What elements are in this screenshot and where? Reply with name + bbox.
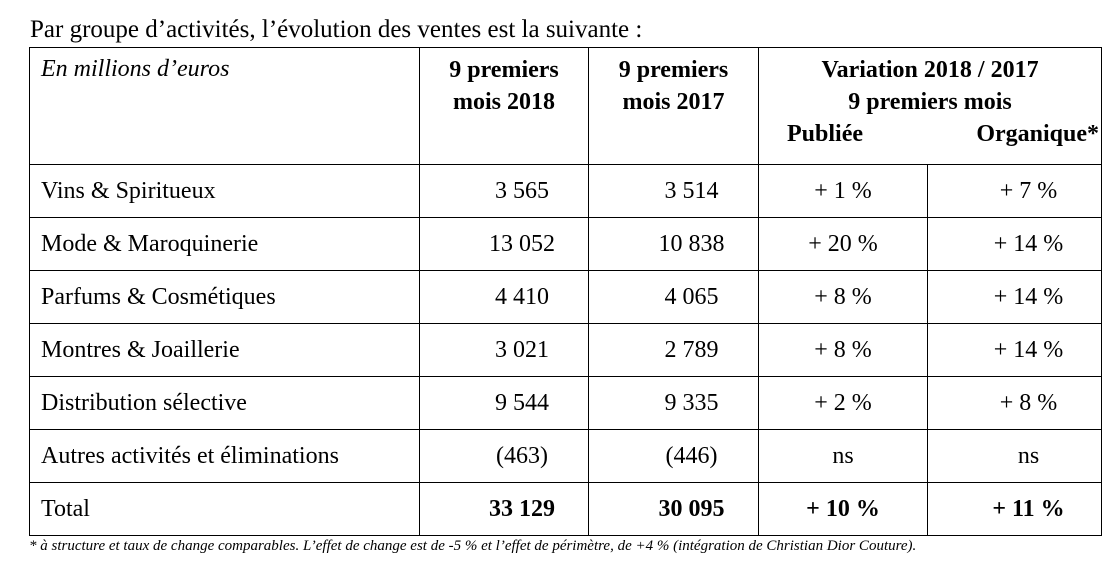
total-row: Total 33 129 30 095 + 10 % + 11 % (29, 482, 1102, 536)
col-2017-header: 9 premiers mois 2017 (588, 47, 759, 165)
table-row: Vins & Spiritueux 3 565 3 514 + 1 % + 7 % (29, 164, 1102, 218)
value-2018: 4 410 (419, 270, 589, 324)
variation-organic: + 14 % (927, 270, 1102, 324)
variation-organic: ns (927, 429, 1102, 483)
total-published: + 10 % (758, 482, 928, 536)
value-2018: 3 021 (419, 323, 589, 377)
total-2018: 33 129 (419, 482, 589, 536)
footnote: * à structure et taux de change comparab… (29, 538, 917, 554)
value-2017: 4 065 (588, 270, 759, 324)
variation-published: + 8 % (758, 323, 928, 377)
variation-published: + 8 % (758, 270, 928, 324)
variation-published: + 2 % (758, 376, 928, 430)
value-2017: 2 789 (588, 323, 759, 377)
col-2017-line2: mois 2017 (622, 89, 725, 115)
table-row: Distribution sélective 9 544 9 335 + 2 % + 8… (29, 376, 1102, 430)
col-2018-line1: 9 premiers (449, 57, 559, 83)
value-2018: 9 544 (419, 376, 589, 430)
variation-header: Variation 2018 / 2017 9 premiers mois Pu… (758, 47, 1102, 165)
row-label: Parfums & Cosmétiques (29, 270, 420, 324)
value-2018: (463) (419, 429, 589, 483)
row-label: Vins & Spiritueux (29, 164, 420, 218)
col-2018-line2: mois 2018 (453, 89, 555, 115)
total-2017: 30 095 (588, 482, 759, 536)
row-label: Distribution sélective (29, 376, 420, 430)
value-2018: 3 565 (419, 164, 589, 218)
variation-published: ns (758, 429, 928, 483)
table-row: Parfums & Cosmétiques 4 410 4 065 + 8 % + 14… (29, 270, 1102, 324)
total-organic: + 11 % (927, 482, 1102, 536)
row-label: Mode & Maroquinerie (29, 217, 420, 271)
col-2017-line1: 9 premiers (618, 57, 729, 83)
variation-organic: + 14 % (927, 323, 1102, 377)
variation-organic: + 14 % (927, 217, 1102, 271)
unit-label: En millions d’euros (29, 47, 420, 165)
variation-organic: + 7 % (927, 164, 1102, 218)
value-2017: 9 335 (588, 376, 759, 430)
published-header: Publiée (787, 121, 863, 147)
organic-header: Organique* (976, 121, 1099, 147)
variation-title: Variation 2018 / 2017 (821, 57, 1039, 83)
header-row: En millions d’euros 9 premiers mois 2018… (29, 47, 1102, 165)
value-2017: (446) (588, 429, 759, 483)
variation-published: + 20 % (758, 217, 928, 271)
sales-table: En millions d’euros 9 premiers mois 2018… (29, 47, 1102, 536)
row-label: Montres & Joaillerie (29, 323, 420, 377)
value-2018: 13 052 (419, 217, 589, 271)
variation-period: 9 premiers mois (848, 89, 1012, 115)
total-label: Total (29, 482, 420, 536)
intro-text: Par groupe d’activités, l’évolution des … (30, 16, 643, 43)
variation-organic: + 8 % (927, 376, 1102, 430)
table-row: Mode & Maroquinerie 13 052 10 838 + 20 % + 1… (29, 217, 1102, 271)
variation-published: + 1 % (758, 164, 928, 218)
row-label: Autres activités et éliminations (29, 429, 420, 483)
col-2018-header: 9 premiers mois 2018 (419, 47, 589, 165)
table-row: Autres activités et éliminations (463) (44… (29, 429, 1102, 483)
value-2017: 3 514 (588, 164, 759, 218)
value-2017: 10 838 (588, 217, 759, 271)
table-row: Montres & Joaillerie 3 021 2 789 + 8 % + 14 … (29, 323, 1102, 377)
